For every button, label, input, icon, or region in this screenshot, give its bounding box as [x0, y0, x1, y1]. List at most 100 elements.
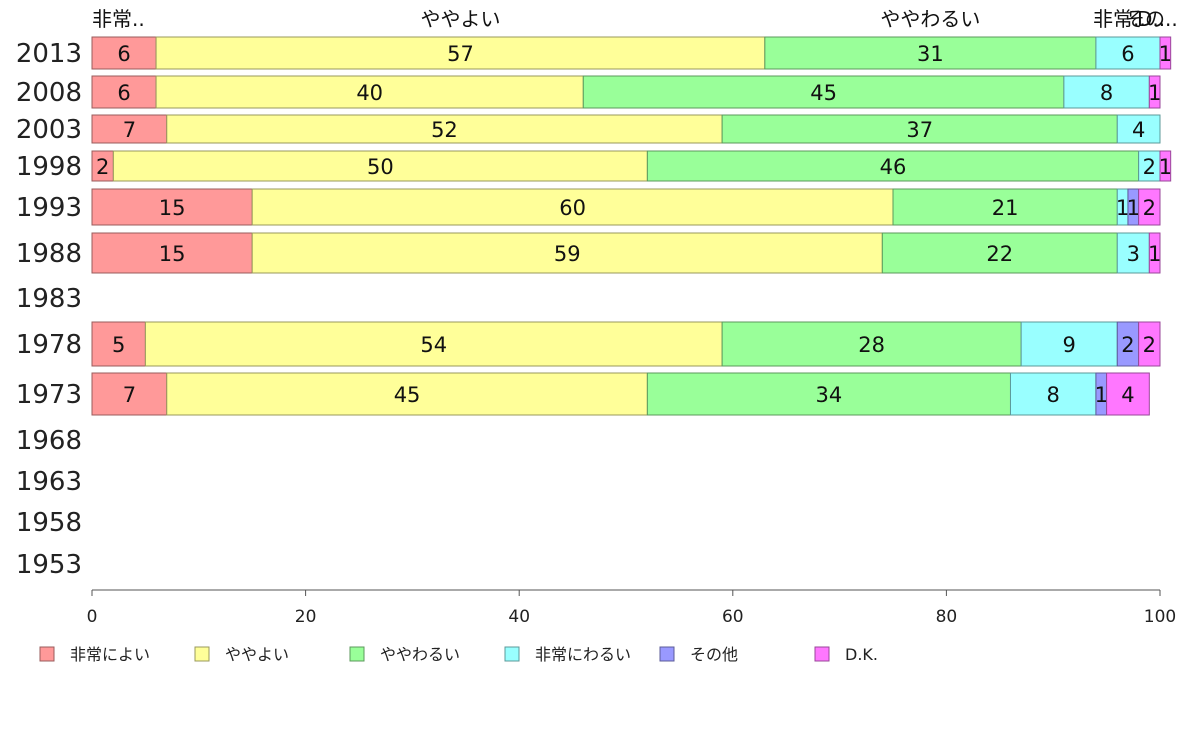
bar-2008-series-2 — [582, 75, 1065, 109]
value-label-1993-series-0: 15 — [159, 196, 186, 220]
bars: 6 57 31 6 16 40 45 8 17 52 37 42 50 46 2 115 60 21 11 215 59… — [91, 36, 1172, 416]
value-label-1993-series-2: 21 — [992, 196, 1019, 220]
value-label-1973-series-4: 1 — [1095, 383, 1108, 407]
value-label-1978-series-4: 2 — [1121, 333, 1134, 357]
value-label-1993-series-4: 1 — [1127, 196, 1140, 220]
legend-swatch-series-3 — [504, 646, 520, 662]
value-label-1993-series-1: 60 — [559, 196, 586, 220]
legend-label-series-1: ややよい — [225, 645, 289, 664]
value-label-2013-series-3: 6 — [1121, 42, 1134, 66]
value-label-2013-series-0: 6 — [117, 42, 130, 66]
value-label-1978-series-5: 2 — [1143, 333, 1156, 357]
bar-1978-series-1 — [144, 321, 723, 367]
legend-label-series-5: D.K. — [845, 645, 878, 664]
bar-1978-series-2 — [721, 321, 1022, 367]
bar-1978-series-5 — [1138, 321, 1161, 367]
bar-1993-series-5 — [1138, 188, 1161, 226]
year-label-1993: 1993 — [16, 193, 82, 223]
year-label-2013: 2013 — [16, 39, 82, 69]
bar-1998-series-5 — [1159, 150, 1172, 182]
header-label-series-3: 非常.. — [1093, 7, 1146, 31]
legend-label-series-2: ややわるい — [380, 645, 460, 664]
x-tick-label-40: 40 — [508, 607, 530, 627]
value-label-1973-series-2: 34 — [816, 383, 843, 407]
value-label-2008-series-3: 8 — [1100, 81, 1113, 105]
header-label-series-1: ややよい — [420, 7, 500, 31]
value-label-2008-series-5: 1 — [1148, 81, 1161, 105]
year-label-2003: 2003 — [16, 115, 82, 145]
bar-2003-series-3 — [1116, 114, 1161, 144]
legend: 非常によい ややよい ややわるい 非常にわるい その他 D.K. — [39, 645, 878, 664]
header-label-series-4: その.. — [1125, 7, 1178, 31]
value-label-2003-series-1: 52 — [431, 118, 458, 142]
value-label-2008-series-2: 45 — [810, 81, 837, 105]
year-label-1953: 1953 — [16, 550, 82, 580]
legend-label-series-0: 非常によい — [70, 645, 150, 664]
bar-1998-series-1 — [112, 150, 648, 182]
bar-1988-series-0 — [91, 232, 253, 274]
value-label-2008-series-0: 6 — [117, 81, 130, 105]
bar-1988-series-3 — [1116, 232, 1150, 274]
x-tick-label-0: 0 — [87, 607, 98, 627]
bar-1973-series-2 — [646, 372, 1011, 416]
legend-swatch-series-2 — [349, 646, 365, 662]
bar-1978-series-3 — [1020, 321, 1118, 367]
header-label-series-5: D.. — [1137, 7, 1165, 31]
value-label-1973-series-5: 4 — [1121, 383, 1134, 407]
bar-2008-series-3 — [1063, 75, 1150, 109]
bar-1993-series-0 — [91, 188, 253, 226]
value-label-1973-series-3: 8 — [1047, 383, 1060, 407]
bar-1993-series-2 — [892, 188, 1118, 226]
bar-2008-series-5 — [1148, 75, 1161, 109]
year-labels: 2013 2008 2003 1998 1993 1988 1983 1978 1973 1968… — [16, 39, 82, 580]
value-label-1988-series-5: 1 — [1148, 242, 1161, 266]
year-label-1958: 1958 — [16, 508, 82, 538]
value-label-2013-series-5: 1 — [1159, 42, 1172, 66]
value-label-2003-series-0: 7 — [123, 118, 136, 142]
value-label-1973-series-1: 45 — [394, 383, 421, 407]
year-label-1988: 1988 — [16, 239, 82, 269]
legend-label-series-3: 非常にわるい — [535, 645, 631, 664]
x-tick-label-60: 60 — [722, 607, 744, 627]
bar-1993-series-1 — [251, 188, 894, 226]
x-axis: 0 20 40 60 80 100 — [87, 589, 1176, 627]
bar-1973-series-5 — [1106, 372, 1150, 416]
bar-1988-series-5 — [1148, 232, 1161, 274]
value-label-2008-series-1: 40 — [356, 81, 383, 105]
bar-2013-series-3 — [1095, 36, 1161, 70]
value-label-2003-series-3: 4 — [1132, 118, 1145, 142]
value-label-1988-series-0: 15 — [159, 242, 186, 266]
value-label-1988-series-1: 59 — [554, 242, 581, 266]
value-label-1993-series-3: 1 — [1116, 196, 1129, 220]
year-label-1998: 1998 — [16, 152, 82, 182]
value-label-2003-series-2: 37 — [906, 118, 933, 142]
value-label-1988-series-2: 22 — [986, 242, 1013, 266]
bar-1988-series-1 — [251, 232, 883, 274]
x-tick-label-20: 20 — [295, 607, 317, 627]
bar-2008-series-1 — [155, 75, 584, 109]
year-label-1978: 1978 — [16, 330, 82, 360]
bar-1973-series-0 — [91, 372, 168, 416]
bar-2003-series-1 — [166, 114, 723, 144]
legend-swatch-series-4 — [659, 646, 675, 662]
header-label-series-2: ややわるい — [880, 7, 980, 31]
legend-swatch-series-1 — [194, 646, 210, 662]
x-tick-label-80: 80 — [936, 607, 958, 627]
value-label-1978-series-2: 28 — [858, 333, 885, 357]
value-label-1993-series-5: 2 — [1143, 196, 1156, 220]
header-label-series-0: 非常.. — [92, 7, 145, 31]
value-label-1998-series-2: 46 — [880, 155, 907, 179]
year-label-1968: 1968 — [16, 426, 82, 456]
value-label-1978-series-1: 54 — [420, 333, 447, 357]
value-label-1978-series-0: 5 — [112, 333, 125, 357]
value-label-1988-series-3: 3 — [1127, 242, 1140, 266]
year-label-2008: 2008 — [16, 78, 82, 108]
top-header-labels: 非常.. ややよい ややわるい 非常..その..D.. — [92, 7, 1178, 31]
bar-2013-series-5 — [1159, 36, 1172, 70]
legend-label-series-4: その他 — [690, 645, 738, 664]
bar-1973-series-1 — [166, 372, 648, 416]
year-label-1983: 1983 — [16, 284, 82, 314]
value-label-1998-series-1: 50 — [367, 155, 394, 179]
bar-1973-series-3 — [1009, 372, 1097, 416]
